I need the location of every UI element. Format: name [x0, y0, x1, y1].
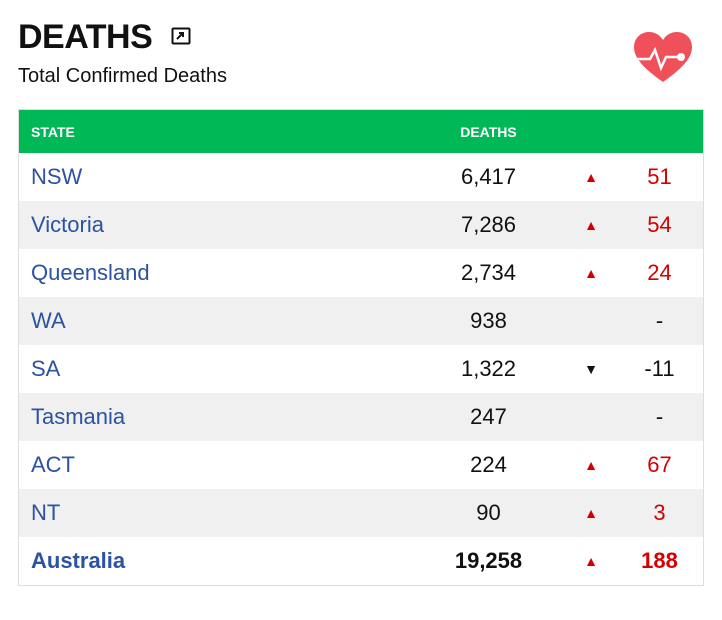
- column-header: [566, 109, 616, 153]
- change-value: 188: [641, 548, 678, 573]
- trend-arrow: ▲: [584, 553, 598, 569]
- change-value: 54: [616, 201, 704, 249]
- trend-arrow: ▲: [584, 169, 598, 185]
- table-row: ACT 224 ▲ 67: [19, 441, 704, 489]
- trend-arrow: ▲: [584, 265, 598, 281]
- trend-arrow: ▲: [566, 489, 616, 537]
- title: DEATHS: [18, 18, 153, 56]
- state-name: ACT: [31, 452, 75, 477]
- deaths-value: 247: [411, 393, 566, 441]
- table-row: Queensland 2,734 ▲ 24: [19, 249, 704, 297]
- change-value: 3: [616, 489, 704, 537]
- deaths-value: 19,258: [454, 548, 523, 573]
- trend-arrow: ▼: [584, 361, 598, 377]
- heart-icon: [630, 32, 692, 82]
- table-row: NSW 6,417 ▲ 51: [19, 153, 704, 201]
- state-name: Australia: [31, 548, 126, 573]
- state-name: WA: [18, 297, 411, 345]
- change-value: 24: [647, 260, 672, 285]
- state-name: NSW: [31, 164, 83, 189]
- state-name: SA: [31, 356, 61, 381]
- trend-arrow: ▲: [566, 201, 616, 249]
- table-row: Australia 19,258 ▲ 188: [19, 537, 704, 586]
- deaths-value: 7,286: [411, 201, 566, 249]
- trend-arrow: ▲: [584, 457, 598, 473]
- change-value: 67: [647, 452, 672, 477]
- state-name: NT: [18, 489, 411, 537]
- deaths-value: 224: [470, 452, 507, 477]
- change-value: 51: [647, 164, 672, 189]
- table-row: Tasmania 247 -: [18, 393, 704, 441]
- state-name: Queensland: [31, 260, 150, 285]
- column-header: [616, 109, 704, 153]
- expand-icon[interactable]: [171, 27, 191, 47]
- deaths-value: 938: [411, 297, 566, 345]
- column-header: DEATHS: [411, 109, 566, 153]
- table-row: NT 90 ▲ 3: [18, 489, 704, 537]
- subtitle: Total Confirmed Deaths: [18, 65, 227, 87]
- trend-arrow: [566, 393, 616, 441]
- table-row: SA 1,322 ▼ -11: [19, 345, 704, 393]
- table-row: WA 938 -: [18, 297, 704, 345]
- deaths-value: 1,322: [460, 356, 517, 381]
- change-value: -: [616, 297, 704, 345]
- header-row: STATE DEATHS: [18, 109, 704, 153]
- deaths-value: 6,417: [460, 164, 517, 189]
- change-value: -: [616, 393, 704, 441]
- state-name: Tasmania: [18, 393, 411, 441]
- column-header: STATE: [18, 109, 411, 153]
- deaths-value: 2,734: [460, 260, 517, 285]
- state-name: Victoria: [18, 201, 411, 249]
- change-value: -11: [644, 356, 675, 381]
- table-row: Victoria 7,286 ▲ 54: [18, 201, 704, 249]
- deaths-table: STATE DEATHS NSW 6,417 ▲ 51 Victoria 7,286 ▲ 54…: [18, 109, 704, 586]
- trend-arrow: [566, 297, 616, 345]
- deaths-value: 90: [411, 489, 566, 537]
